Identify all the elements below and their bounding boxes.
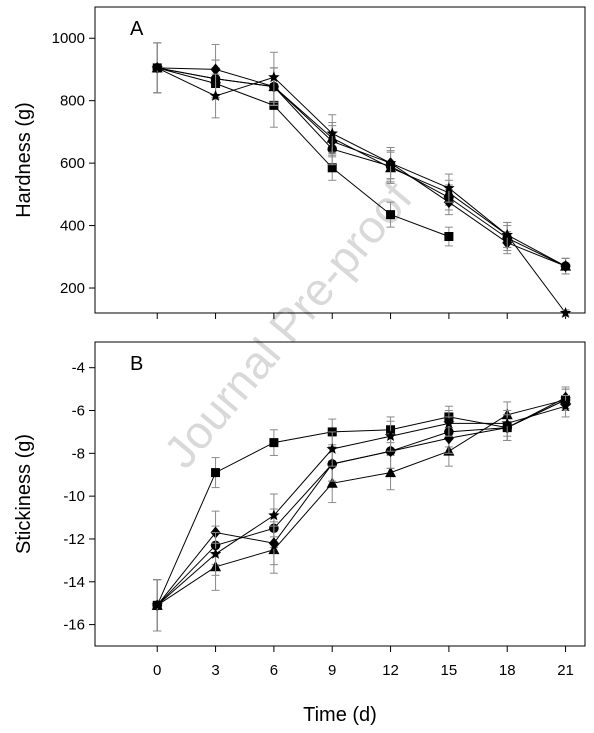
data-point-triangle [326,477,338,488]
x-tick-label: 12 [382,662,399,679]
data-point-star [501,417,513,429]
plot-frame [94,341,586,647]
watermark: Journal Pre-proof [154,172,422,478]
series-star [151,42,572,318]
panel-a: 200 400 600 800 1000 Hardness (g) A [13,6,586,319]
y-tick-label: -8 [72,445,85,462]
data-point-square [269,438,279,448]
data-point-star [209,89,222,101]
y-tick-label: -10 [63,488,85,505]
y-tick-label: -16 [63,617,85,634]
x-tick-label: 3 [211,662,219,679]
data-point-star [268,71,280,83]
panel-letter: A [130,18,144,40]
data-point-diamond [210,63,221,76]
data-point-star [559,307,572,318]
y-tick-label: -12 [63,531,85,548]
data-point-star [501,228,513,240]
series-line [156,405,566,606]
series-line [157,67,450,237]
series-line [156,397,566,606]
data-point-square [444,232,454,241]
data-point-triangle [385,466,397,478]
series-line [156,399,566,606]
data-point-star [443,417,455,429]
data-point-star [326,127,338,139]
data-point-diamond [443,432,454,445]
data-point-star [151,61,163,73]
series-star [151,395,572,632]
data-point-square [327,163,337,173]
data-point-square [386,210,396,220]
x-tick-label: 15 [441,662,458,679]
data-point-star [268,509,280,521]
series-line [156,399,566,606]
series-line [157,67,566,267]
data-point-star [151,599,163,611]
data-point-diamond [268,537,279,550]
series-line [156,67,567,314]
plot-frame [94,6,586,314]
y-tick-label: 1000 [52,30,85,47]
x-tick-label: 0 [153,662,161,679]
data-point-square [211,468,221,478]
y-axis-title: Hardness (g) [13,102,35,218]
data-point-diamond [560,260,571,273]
y-tick-label: -4 [72,360,85,377]
panel-letter: B [130,353,143,375]
y-tick-label: 200 [60,280,85,297]
data-point-star [209,547,222,559]
data-point-star [384,430,397,442]
series-line [157,67,566,267]
data-point-star [384,157,397,168]
x-tick-label: 18 [499,662,516,679]
panel-b: -16 -14 -12 -10 -8 -6 -4 Stickiness (g) B 0 3 6 9 12 1… [13,341,586,679]
y-axis-title: Stickiness (g) [13,434,35,554]
y-tick-label: 600 [60,155,85,172]
data-point-star [443,182,455,193]
y-tick-label: 800 [60,93,85,110]
x-axis-title: Time (d) [303,704,377,726]
x-tick-label: 21 [557,662,574,679]
data-point-star [326,443,338,454]
y-tick-label: -6 [72,403,85,420]
x-tick-label: 6 [270,662,278,679]
y-tick-label: 400 [60,218,85,235]
x-tick-label: 9 [328,662,336,679]
data-point-star [559,400,572,412]
y-tick-label: -14 [63,574,85,591]
